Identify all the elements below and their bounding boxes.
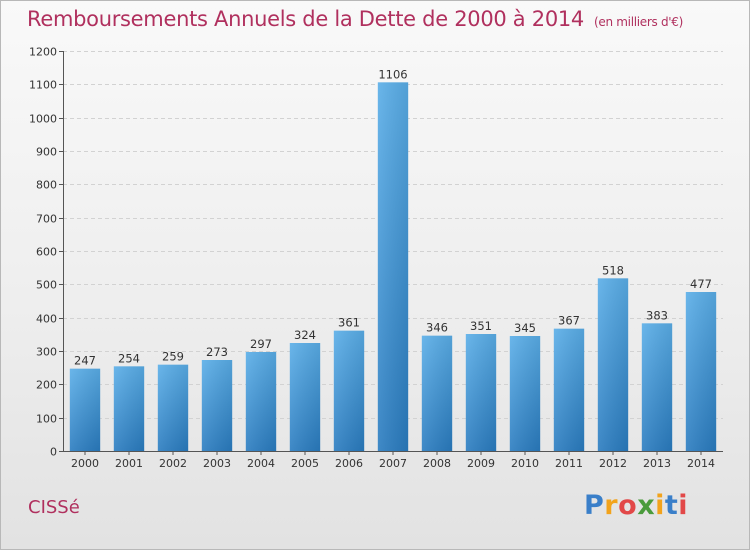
logo-letter: P bbox=[584, 490, 605, 521]
bar-shade bbox=[333, 330, 365, 451]
y-tick-label: 600 bbox=[36, 246, 57, 259]
bar-shade bbox=[509, 336, 541, 451]
y-tick-label: 500 bbox=[36, 279, 57, 292]
bar-value-label: 361 bbox=[338, 316, 360, 330]
logo-letter: x bbox=[637, 490, 656, 521]
bar-value-label: 345 bbox=[514, 321, 536, 335]
bar-shade bbox=[157, 364, 189, 451]
bar-value-label: 1106 bbox=[378, 67, 407, 81]
bar-shade bbox=[113, 366, 145, 451]
bar-value-label: 351 bbox=[470, 319, 492, 333]
bar-value-label: 383 bbox=[646, 308, 668, 322]
x-tick-label: 2002 bbox=[159, 457, 187, 470]
chart-title-text: Remboursements Annuels de la Dette de 20… bbox=[27, 7, 584, 31]
bar-value-label: 477 bbox=[690, 277, 712, 291]
bar-shade bbox=[289, 343, 321, 451]
bar-value-label: 247 bbox=[74, 354, 96, 368]
x-tick-label: 2007 bbox=[379, 457, 407, 470]
bar-shade bbox=[377, 82, 409, 451]
x-tick-label: 2009 bbox=[467, 457, 495, 470]
bar-value-label: 273 bbox=[206, 345, 228, 359]
logo-letter: i bbox=[678, 490, 689, 521]
proxiti-logo: Proxiti bbox=[584, 490, 688, 521]
commune-name: CISSé bbox=[28, 497, 80, 518]
x-tick-label: 2000 bbox=[71, 457, 99, 470]
bar-value-label: 324 bbox=[294, 328, 316, 342]
bar-shade bbox=[69, 368, 101, 451]
x-tick-label: 2011 bbox=[555, 457, 583, 470]
y-tick-label: 400 bbox=[36, 313, 57, 326]
y-tick-label: 800 bbox=[36, 179, 57, 192]
y-tick-label: 700 bbox=[36, 213, 57, 226]
x-tick-label: 2013 bbox=[643, 457, 671, 470]
bar-shade bbox=[641, 323, 673, 451]
x-tick-label: 2005 bbox=[291, 457, 319, 470]
bar-value-label: 367 bbox=[558, 314, 580, 328]
bar-value-label: 254 bbox=[118, 351, 140, 365]
bar-shade bbox=[465, 334, 497, 451]
logo-letter: r bbox=[604, 490, 619, 521]
y-tick-label: 1100 bbox=[29, 79, 57, 92]
bar-shade bbox=[553, 328, 585, 451]
x-tick-label: 2004 bbox=[247, 457, 275, 470]
axes bbox=[59, 51, 723, 455]
bar-shade bbox=[201, 360, 233, 451]
bar-shade bbox=[685, 292, 717, 451]
bar-shade bbox=[245, 352, 277, 451]
y-tick-label: 900 bbox=[36, 146, 57, 159]
bar-value-label: 518 bbox=[602, 263, 624, 277]
x-tick-label: 2006 bbox=[335, 457, 363, 470]
labels: 0 100 200 300 400 500 600 700 800 900 1000 1100 1200… bbox=[29, 46, 715, 471]
x-tick-label: 2001 bbox=[115, 457, 143, 470]
y-tick-label: 100 bbox=[36, 413, 57, 426]
x-tick-label: 2003 bbox=[203, 457, 231, 470]
x-tick-label: 2014 bbox=[687, 457, 715, 470]
bar-value-label: 259 bbox=[162, 350, 184, 364]
bars bbox=[69, 82, 717, 451]
y-tick-label: 200 bbox=[36, 379, 57, 392]
bar-value-label: 346 bbox=[426, 321, 448, 335]
y-tick-label: 1000 bbox=[29, 113, 57, 126]
bar-shade bbox=[421, 335, 453, 451]
x-tick-label: 2010 bbox=[511, 457, 539, 470]
logo-letter: o bbox=[618, 490, 638, 521]
bar-value-label: 297 bbox=[250, 337, 272, 351]
y-tick-label: 0 bbox=[50, 446, 57, 459]
bar-shade bbox=[597, 278, 629, 451]
x-tick-label: 2008 bbox=[423, 457, 451, 470]
logo-letter: i bbox=[655, 490, 665, 521]
x-tick-label: 2012 bbox=[599, 457, 627, 470]
logo-letter: t bbox=[664, 490, 679, 521]
chart-title: Remboursements Annuels de la Dette de 20… bbox=[27, 7, 683, 31]
y-tick-label: 1200 bbox=[29, 46, 57, 59]
chart-unit-note: (en milliers d'€) bbox=[594, 15, 684, 29]
y-tick-label: 300 bbox=[36, 346, 57, 359]
